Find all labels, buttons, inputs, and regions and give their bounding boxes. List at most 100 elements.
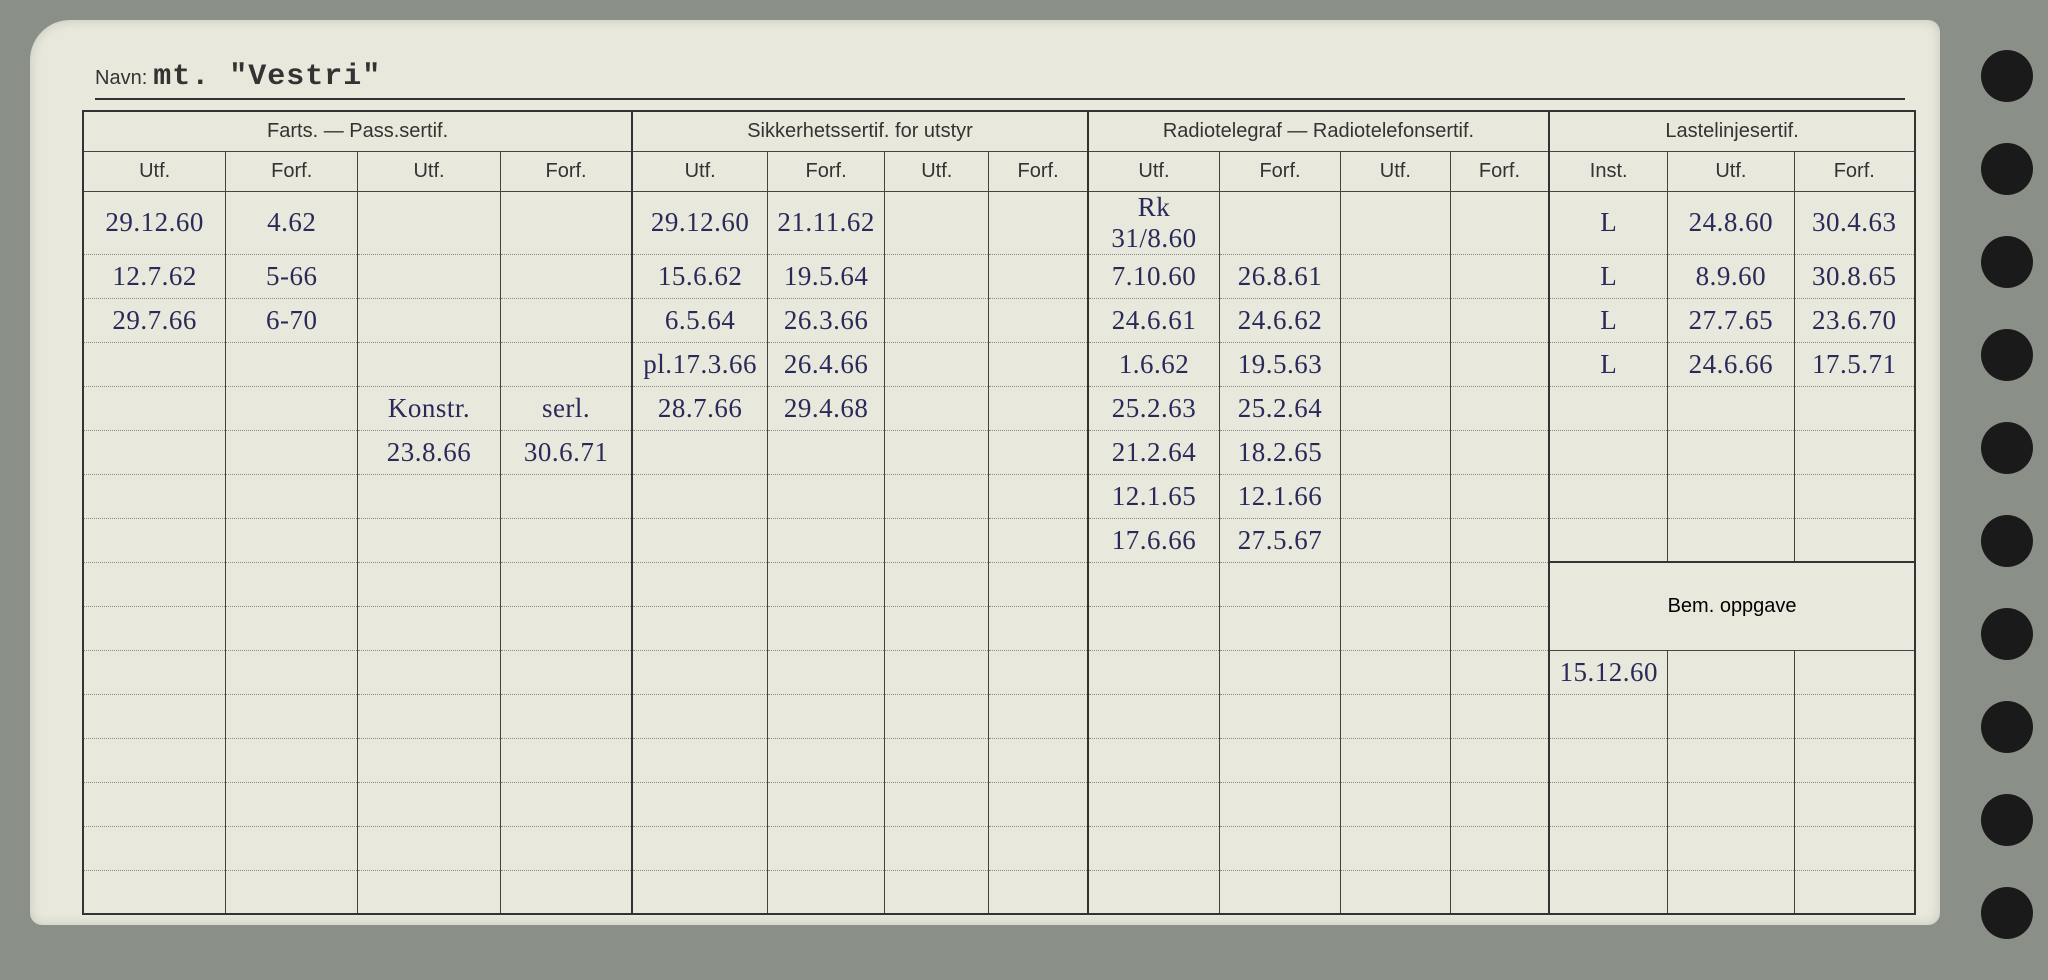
table-cell: 29.12.60	[632, 191, 767, 254]
table-cell	[1549, 870, 1668, 914]
handwritten-value: pl.17.3.66	[643, 349, 757, 379]
handwritten-value: 25.2.63	[1112, 393, 1197, 423]
table-cell	[989, 518, 1088, 562]
table-cell: 30.4.63	[1794, 191, 1915, 254]
table-cell: 19.5.63	[1220, 342, 1341, 386]
table-cell	[226, 430, 358, 474]
handwritten-value: 26.3.66	[784, 305, 869, 335]
table-cell	[1088, 650, 1220, 694]
handwritten-value: L	[1600, 207, 1617, 237]
table-cell: 24.6.66	[1668, 342, 1794, 386]
table-cell	[83, 606, 226, 650]
hole-icon	[1981, 143, 2033, 195]
handwritten-value: 12.1.65	[1112, 481, 1197, 511]
table-cell	[1340, 738, 1450, 782]
handwritten-value: 29.7.66	[112, 305, 197, 335]
table-cell	[1220, 191, 1341, 254]
handwritten-value: 27.5.67	[1238, 525, 1323, 555]
table-cell: 26.3.66	[768, 298, 885, 342]
table-cell	[500, 606, 632, 650]
table-cell	[1549, 694, 1668, 738]
handwritten-value: 19.5.64	[784, 261, 869, 291]
table-cell	[1794, 738, 1915, 782]
handwritten-value: 4.62	[267, 207, 316, 237]
group-radio: Radiotelegraf — Radiotelefonsertif.	[1088, 111, 1549, 151]
hole-icon	[1981, 422, 2033, 474]
table-cell	[885, 826, 989, 870]
table-cell	[358, 782, 501, 826]
table-cell: 24.8.60	[1668, 191, 1794, 254]
table-cell	[358, 474, 501, 518]
record-card: Navn: mt. "Vestri" Farts. — Pass.sertif.…	[30, 20, 1940, 925]
table-cell	[1220, 738, 1341, 782]
table-cell	[1450, 606, 1549, 650]
col-utf-4: Utf.	[885, 151, 989, 191]
hole-icon	[1981, 794, 2033, 846]
table-cell	[1668, 870, 1794, 914]
table-cell	[83, 738, 226, 782]
table-cell: 12.7.62	[83, 254, 226, 298]
table-cell	[1450, 518, 1549, 562]
table-cell: 23.8.66	[358, 430, 501, 474]
hole-icon	[1981, 50, 2033, 102]
handwritten-value: 6.5.64	[665, 305, 736, 335]
table-cell	[885, 518, 989, 562]
table-cell	[226, 650, 358, 694]
handwritten-value: L	[1600, 305, 1617, 335]
table-cell	[989, 562, 1088, 606]
table-cell	[1450, 738, 1549, 782]
table-cell	[1450, 870, 1549, 914]
navn-rule	[95, 98, 1905, 100]
col-forf-7: Forf.	[1794, 151, 1915, 191]
table-cell: 7.10.60	[1088, 254, 1220, 298]
table-cell: 25.2.63	[1088, 386, 1220, 430]
table-cell	[358, 254, 501, 298]
handwritten-value: 15.6.62	[658, 261, 743, 291]
table-cell: 19.5.64	[768, 254, 885, 298]
table-row: 12.1.6512.1.66	[83, 474, 1915, 518]
bem-cell	[1668, 650, 1794, 694]
hole-icon	[1981, 236, 2033, 288]
col-inst: Inst.	[1549, 151, 1668, 191]
table-cell	[1668, 386, 1794, 430]
handwritten-value: 24.6.61	[1112, 305, 1197, 335]
table-cell	[885, 298, 989, 342]
table-cell: 12.1.65	[1088, 474, 1220, 518]
group-sikkerhet: Sikkerhetssertif. for utstyr	[632, 111, 1088, 151]
table-cell: 6.5.64	[632, 298, 767, 342]
table-cell	[1668, 738, 1794, 782]
table-cell	[83, 650, 226, 694]
table-cell	[226, 870, 358, 914]
table-cell	[1549, 738, 1668, 782]
table-cell	[989, 474, 1088, 518]
table-cell	[885, 386, 989, 430]
table-cell	[1450, 298, 1549, 342]
table-cell	[632, 826, 767, 870]
table-cell	[500, 650, 632, 694]
table-cell	[885, 191, 989, 254]
col-utf-3: Utf.	[632, 151, 767, 191]
table-cell: 29.12.60	[83, 191, 226, 254]
table-cell	[1450, 342, 1549, 386]
table-cell	[1668, 518, 1794, 562]
table-row	[83, 870, 1915, 914]
table-row	[83, 826, 1915, 870]
table-cell	[885, 738, 989, 782]
table-cell	[1668, 694, 1794, 738]
table-row: 12.7.625-6615.6.6219.5.647.10.6026.8.61L…	[83, 254, 1915, 298]
table-cell	[500, 782, 632, 826]
table-cell	[1794, 518, 1915, 562]
table-cell	[1794, 870, 1915, 914]
table-cell	[1340, 474, 1450, 518]
table-cell	[500, 298, 632, 342]
table-cell	[632, 782, 767, 826]
table-cell	[632, 518, 767, 562]
table-cell	[1340, 650, 1450, 694]
table-cell	[632, 650, 767, 694]
table-cell	[989, 826, 1088, 870]
table-cell	[768, 738, 885, 782]
table-cell	[1794, 782, 1915, 826]
table-cell: 1.6.62	[1088, 342, 1220, 386]
hole-icon	[1981, 887, 2033, 939]
table-cell	[632, 430, 767, 474]
